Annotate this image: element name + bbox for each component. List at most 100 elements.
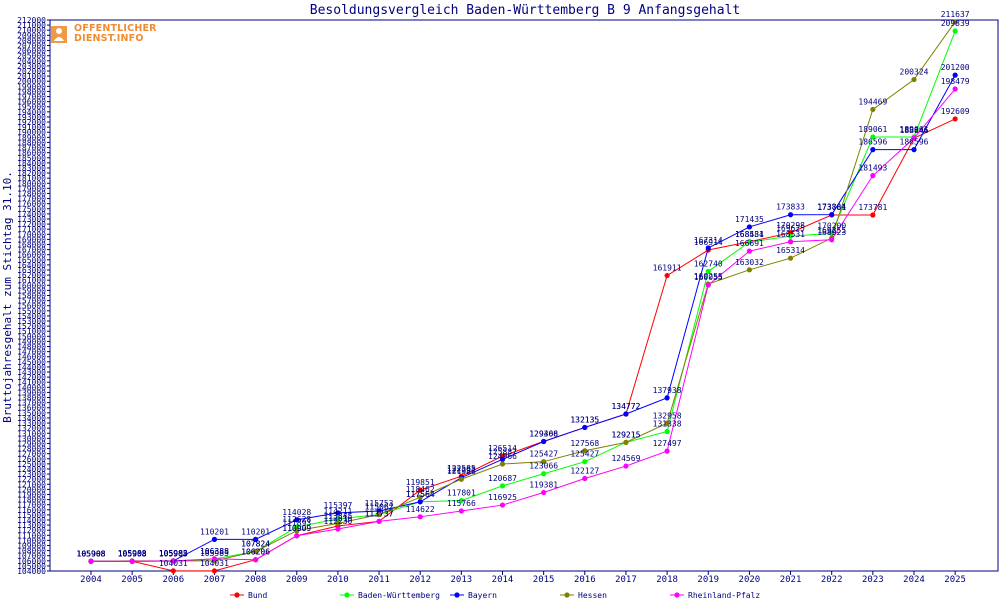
data-point: [746, 248, 753, 254]
data-label: 105908: [118, 549, 147, 558]
data-point: [253, 536, 259, 542]
y-tick-label: 194000: [17, 108, 46, 117]
data-label: 116925: [488, 493, 517, 502]
data-point: [541, 459, 547, 465]
y-tick-label: 177000: [17, 195, 46, 204]
data-point: [499, 502, 506, 508]
data-label: 107824: [241, 539, 270, 548]
data-label: 201200: [941, 63, 970, 72]
data-label: 181493: [858, 164, 887, 173]
data-label: 105908: [118, 549, 147, 558]
data-label: 121988: [447, 467, 476, 476]
data-label: 211637: [941, 10, 970, 19]
data-label: 209839: [941, 19, 970, 28]
y-tick-label: 125000: [17, 460, 46, 469]
data-label: 106206: [241, 548, 270, 557]
data-point: [88, 558, 94, 564]
data-label: 168531: [735, 230, 764, 239]
data-label: 169625: [776, 224, 805, 233]
y-tick-label: 110000: [17, 536, 46, 545]
y-tick-label: 195000: [17, 103, 46, 112]
data-label: 166691: [735, 239, 764, 248]
data-label: 168923: [817, 228, 846, 237]
y-tick-label: 135000: [17, 409, 46, 418]
data-label: 104031: [200, 559, 229, 568]
y-axis: 1040001050001060001070001080001090001100…: [17, 16, 50, 576]
y-tick-label: 182000: [17, 169, 46, 178]
data-point: [335, 516, 341, 522]
data-point: [829, 211, 835, 218]
y-tick-label: 142000: [17, 373, 46, 382]
data-label: 186596: [858, 138, 887, 147]
data-label: 123066: [529, 462, 558, 471]
data-point: [376, 511, 382, 518]
y-tick-label: 179000: [17, 184, 46, 193]
y-tick-label: 208000: [17, 36, 46, 45]
data-point: [335, 510, 341, 516]
y-tick-label: 184000: [17, 159, 46, 168]
y-tick-label: 162000: [17, 271, 46, 280]
x-axis: 2004 2005 2006 2007 2008 2009 2010 2011 2012 2013…: [80, 571, 966, 585]
data-label: 113737: [365, 509, 394, 518]
data-point: [170, 568, 176, 574]
data-label: 112816: [323, 514, 352, 523]
y-tick-label: 201000: [17, 72, 46, 81]
y-tick-label: 126000: [17, 455, 46, 464]
data-label: 112230: [323, 517, 352, 526]
y-tick-label: 146000: [17, 353, 46, 362]
y-tick-label: 149000: [17, 337, 46, 346]
data-label: 105983: [118, 549, 147, 558]
y-tick-label: 127000: [17, 450, 46, 459]
data-point: [952, 86, 958, 92]
y-tick-label: 109000: [17, 541, 46, 550]
data-label: 168484: [735, 230, 764, 239]
data-label: 105908: [118, 549, 147, 558]
data-label: 117801: [447, 489, 476, 498]
data-point: [829, 237, 835, 243]
y-tick-label: 206000: [17, 47, 46, 56]
y-tick-label: 151000: [17, 327, 46, 336]
data-label: 131338: [653, 420, 682, 429]
data-label: 115397: [323, 501, 352, 510]
y-tick-label: 210000: [17, 26, 46, 35]
data-point: [787, 212, 794, 218]
y-tick-label: 119000: [17, 490, 46, 499]
data-label: 161911: [653, 264, 682, 273]
data-label: 106388: [200, 547, 229, 556]
y-tick-label: 185000: [17, 154, 46, 163]
value-labels: 105908 105908 105983 106388 1062061109091122…: [77, 77, 970, 558]
data-label: 115766: [447, 499, 476, 508]
data-point: [541, 438, 547, 445]
x-tick-label: 2006: [162, 575, 184, 585]
data-label: 105908: [77, 549, 106, 558]
data-point: [664, 395, 670, 401]
y-tick-label: 174000: [17, 210, 46, 219]
data-label: 114622: [406, 505, 435, 514]
series-hessen: [88, 19, 958, 564]
x-tick-label: 2011: [368, 575, 390, 585]
y-tick-label: 111000: [17, 531, 46, 540]
data-label: 173781: [817, 203, 846, 212]
data-point: [376, 518, 382, 524]
y-tick-label: 129000: [17, 439, 46, 448]
chart-title: Besoldungsvergleich Baden-Württemberg B …: [310, 3, 740, 18]
x-tick-label: 2008: [245, 575, 267, 585]
y-tick-label: 199000: [17, 82, 46, 91]
data-point: [746, 224, 753, 230]
data-point: [623, 463, 629, 469]
series-line: [90, 21, 956, 562]
data-label: 105908: [77, 549, 106, 558]
data-label: 120687: [488, 474, 517, 483]
y-tick-label: 209000: [17, 31, 46, 40]
y-tick-label: 152000: [17, 322, 46, 331]
y-tick-label: 161000: [17, 276, 46, 285]
data-point: [870, 106, 876, 113]
x-tick-label: 2010: [327, 575, 349, 585]
data-label: 169255: [817, 226, 846, 235]
y-tick-label: 192000: [17, 118, 46, 127]
data-label: 198479: [941, 77, 970, 86]
y-tick-label: 132000: [17, 424, 46, 433]
legend-swatch-point: [234, 592, 240, 598]
data-label: 105983: [159, 549, 188, 558]
y-tick-label: 207000: [17, 42, 46, 51]
